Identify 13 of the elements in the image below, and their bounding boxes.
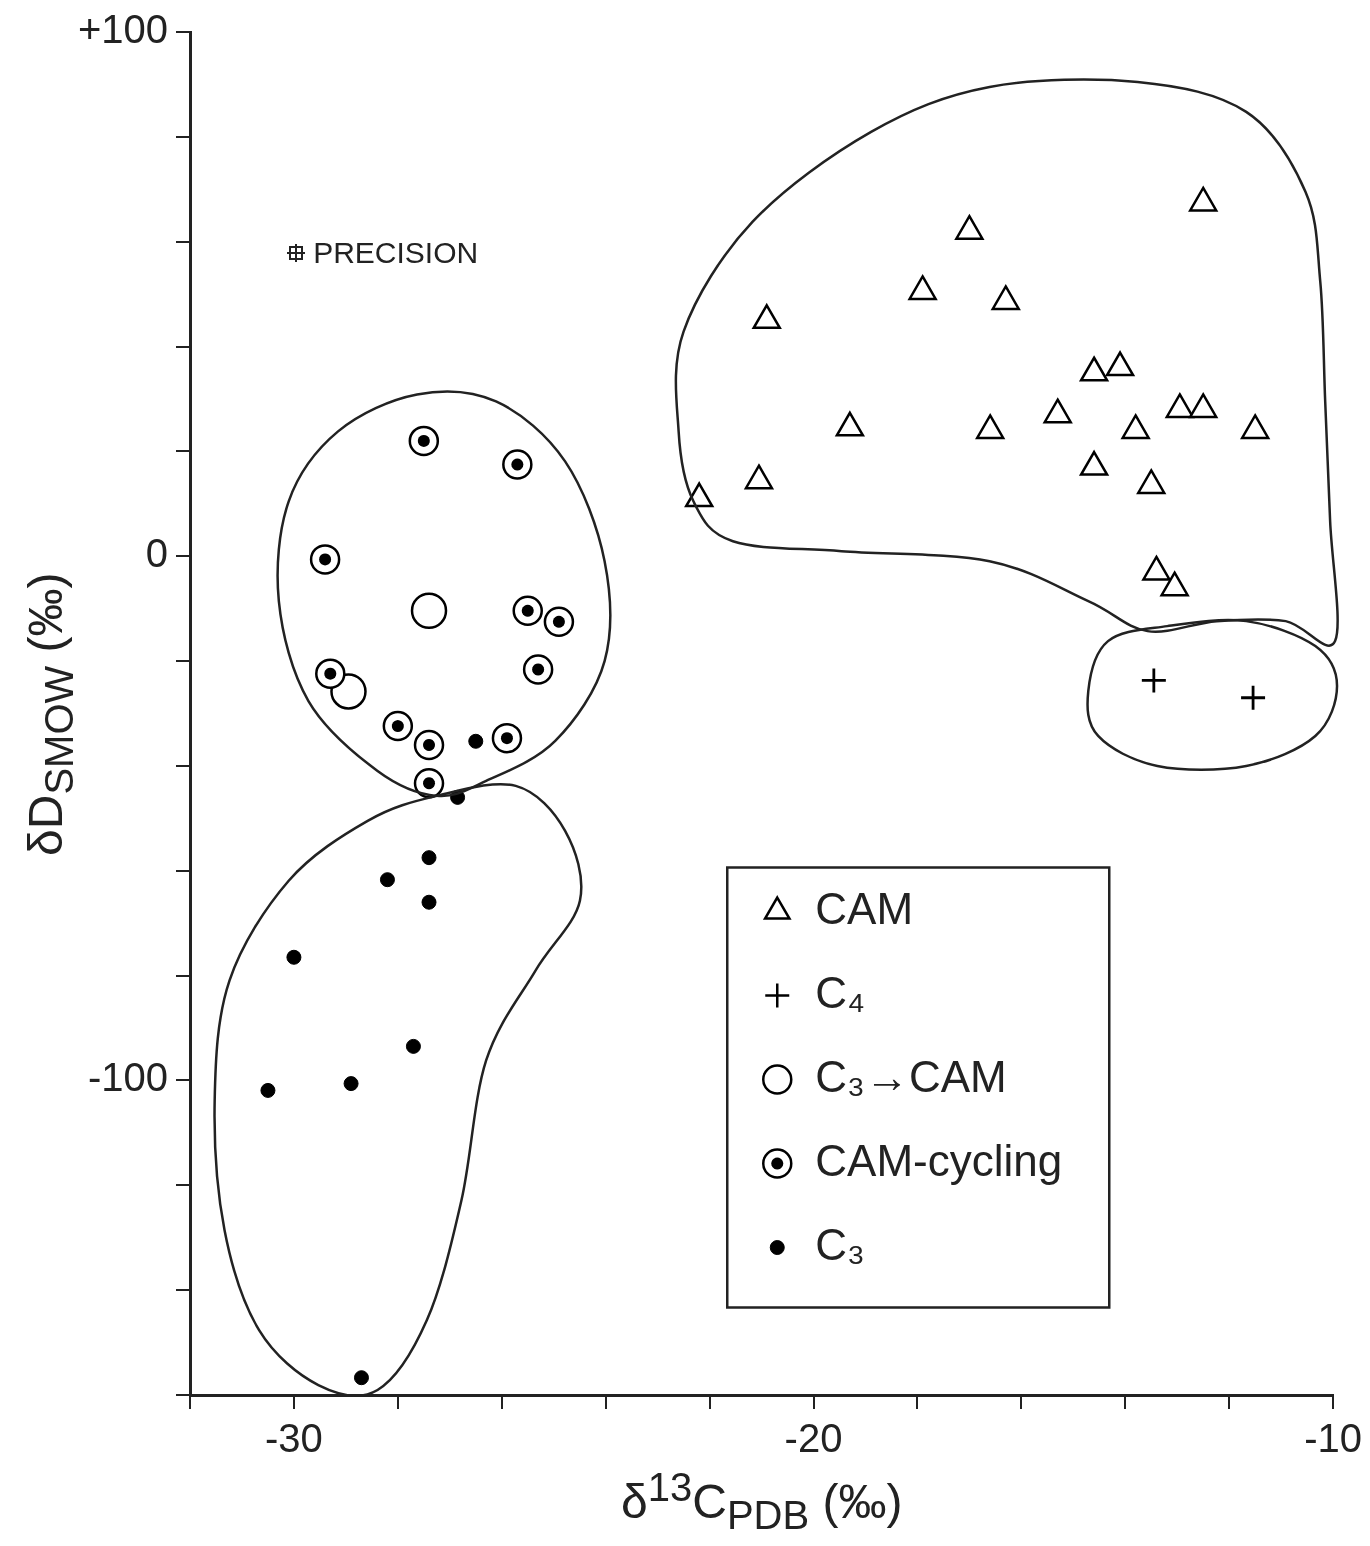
annotation: PRECISION — [313, 236, 479, 271]
x-tick-label: -30 — [265, 1416, 323, 1461]
legend-label: C₃→CAM — [815, 1051, 1007, 1101]
legend-label: CAM-cycling — [815, 1135, 1063, 1185]
y-tick-label: -100 — [87, 1055, 168, 1100]
y-tick-label: 0 — [145, 531, 168, 576]
legend-label: C₄ — [815, 967, 865, 1017]
x-tick-label: -20 — [784, 1416, 843, 1461]
x-tick-label: -10 — [1304, 1416, 1362, 1461]
legend-label: C₃ — [815, 1219, 865, 1269]
x-axis-title: δ$^{13}$C$_{PDB}$ (‰) — [621, 1465, 903, 1538]
legend-label: CAM — [815, 883, 914, 933]
y-tick-label: +100 — [77, 7, 168, 52]
